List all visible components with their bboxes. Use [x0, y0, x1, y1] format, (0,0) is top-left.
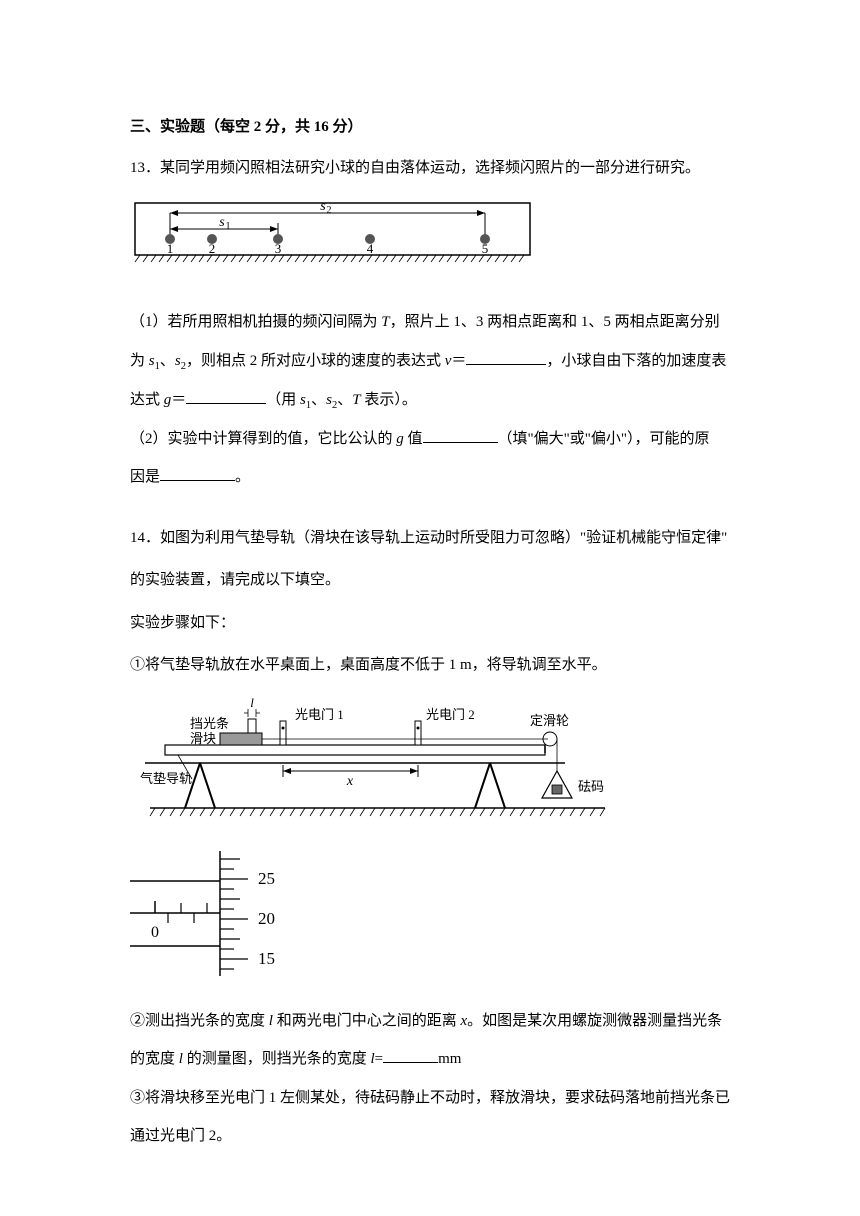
q13-sub1-line2: 为 s1、s2，则相点 2 所对应小球的速度的表达式 v＝，小球自由下落的加速度…: [130, 344, 730, 379]
var-Tb: T: [352, 392, 360, 408]
q14-steps-label: 实验步骤如下：: [130, 606, 730, 641]
text: 的测量图，则挡光条的宽度: [183, 1051, 371, 1067]
q14-step3-line1: ③将滑块移至光电门 1 左侧某处，待砝码静止不动时，释放滑块，要求砝码落地前挡光…: [130, 1081, 730, 1116]
text: （填"偏大"或"偏小"），可能的原: [498, 431, 710, 447]
blank-g[interactable]: [186, 389, 266, 404]
q13-sub1-line3: 达式 g＝（用 s1、s2、T 表示）。: [130, 383, 730, 418]
text: ，照片上 1、3 两相点距离和 1、5 两相点距离分别: [390, 314, 720, 330]
text: （1）若所用照相机拍摄的频闪间隔为: [130, 314, 381, 330]
text: 值: [404, 431, 423, 447]
text: 表示）。: [361, 392, 417, 408]
q14-figure-micrometer: 0 25 20 15: [130, 851, 730, 976]
svg-text:滑块: 滑块: [190, 731, 216, 746]
svg-text:光电门 1: 光电门 1: [295, 707, 344, 722]
text: 。: [235, 469, 250, 485]
q13-sub2-line1: （2）实验中计算得到的值，它比公认的 g 值 （填"偏大"或"偏小"），可能的原: [130, 422, 730, 457]
text: 、: [311, 392, 326, 408]
text: （2）实验中计算得到的值，它比公认的: [130, 431, 396, 447]
text: 、: [337, 392, 352, 408]
svg-text:20: 20: [258, 909, 275, 928]
q14-step3-line2: 通过光电门 2。: [130, 1119, 730, 1154]
svg-text:0: 0: [151, 924, 159, 941]
svg-text:气垫导轨: 气垫导轨: [140, 771, 192, 786]
svg-text:4: 4: [367, 241, 374, 256]
q13-intro: 13．某同学用频闪照相法研究小球的自由落体运动，选择频闪照片的一部分进行研究。: [130, 151, 730, 186]
blank-l[interactable]: [383, 1048, 438, 1063]
text: ＝: [171, 392, 186, 408]
svg-text:挡光条: 挡光条: [190, 716, 229, 731]
q13-figure: s 2 s 1 1 2 3 4 5: [130, 195, 730, 277]
var-g2: g: [396, 431, 404, 447]
svg-text:x: x: [346, 774, 354, 789]
text: （用: [266, 392, 300, 408]
svg-text:2: 2: [209, 241, 216, 256]
svg-text:3: 3: [275, 241, 282, 256]
blank-v[interactable]: [466, 350, 546, 365]
q14-intro-line1: 14．如图为利用气垫导轨（滑块在该导轨上运动时所受阻力可忽略）"验证机械能守恒定…: [130, 521, 730, 556]
text: 为: [130, 353, 149, 369]
q14-figure-track: l x 挡光条 滑块 光电门: [130, 693, 730, 823]
svg-text:定滑轮: 定滑轮: [530, 713, 569, 728]
svg-text:1: 1: [226, 221, 231, 232]
svg-text:25: 25: [258, 869, 275, 888]
svg-text:5: 5: [482, 241, 489, 256]
text: 达式: [130, 392, 164, 408]
text: 和两光电门中心之间的距离: [273, 1013, 461, 1029]
var-T: T: [381, 314, 389, 330]
svg-text:光电门 2: 光电门 2: [426, 707, 475, 722]
svg-text:l: l: [250, 695, 254, 710]
text: 。如图是某次用螺旋测微器测量挡光条: [467, 1013, 722, 1029]
text: ＝: [451, 353, 466, 369]
q14-step2-line2: 的宽度 l 的测量图，则挡光条的宽度 l=mm: [130, 1042, 730, 1077]
text: 的宽度: [130, 1051, 179, 1067]
text: =: [375, 1051, 383, 1067]
q13-sub2-line2: 因是 。: [130, 460, 730, 495]
svg-text:1: 1: [167, 241, 174, 256]
svg-text:15: 15: [258, 949, 275, 968]
q14-step2-line1: ②测出挡光条的宽度 l 和两光电门中心之间的距离 x。如图是某次用螺旋测微器测量…: [130, 1004, 730, 1039]
q14-intro-line2: 的实验装置，请完成以下填空。: [130, 563, 730, 598]
blank-compare[interactable]: [423, 428, 498, 443]
text: 因是: [130, 469, 160, 485]
q13-sub1-line1: （1）若所用照相机拍摄的频闪间隔为 T，照片上 1、3 两相点距离和 1、5 两…: [130, 305, 730, 340]
svg-text:s: s: [320, 199, 326, 214]
svg-text:2: 2: [327, 205, 332, 216]
svg-text:s: s: [219, 215, 225, 230]
text: ，小球自由下落的加速度表: [546, 353, 726, 369]
text: 、: [160, 353, 175, 369]
section-header: 三、实验题（每空 2 分，共 16 分）: [130, 110, 730, 145]
q14-step1: ①将气垫导轨放在水平桌面上，桌面高度不低于 1 m，将导轨调至水平。: [130, 648, 730, 683]
text: ②测出挡光条的宽度: [130, 1013, 269, 1029]
text: mm: [438, 1051, 461, 1067]
svg-text:砝码: 砝码: [578, 779, 604, 794]
text: ，则相点 2 所对应小球的速度的表达式: [186, 353, 445, 369]
blank-reason[interactable]: [160, 466, 235, 481]
